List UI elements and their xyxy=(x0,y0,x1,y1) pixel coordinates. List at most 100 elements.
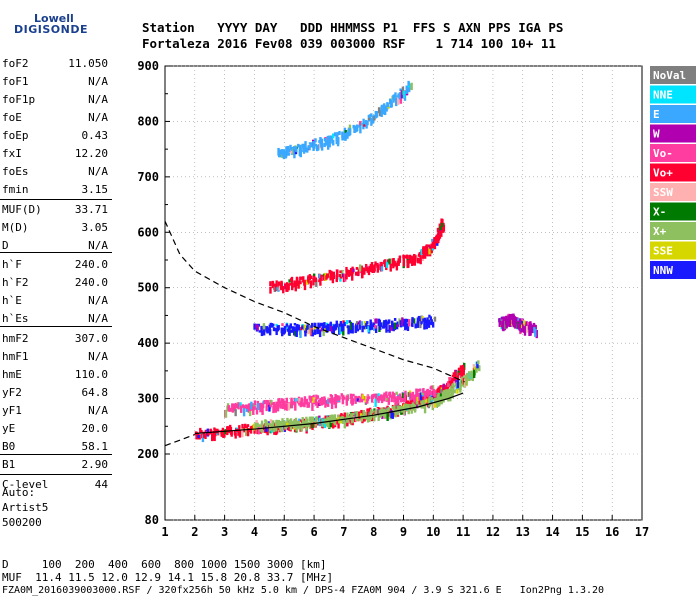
echo-point xyxy=(255,407,259,415)
echo-point xyxy=(291,282,294,291)
echo-point xyxy=(258,424,261,429)
echo-point xyxy=(241,404,245,408)
echo-point xyxy=(452,378,455,381)
param-label: M(D) xyxy=(2,221,29,234)
echo-point xyxy=(323,137,327,142)
echo-point xyxy=(415,254,418,262)
auto-label: Auto: xyxy=(2,486,36,499)
echo-point xyxy=(316,401,319,408)
param-label: foEp xyxy=(2,129,29,142)
echo-point xyxy=(401,317,404,326)
echo-point xyxy=(448,379,452,384)
echo-point xyxy=(295,278,299,287)
echo-point xyxy=(282,327,286,332)
echo-point xyxy=(514,318,517,322)
echo-point xyxy=(402,259,406,267)
echo-point xyxy=(296,400,300,404)
echo-point xyxy=(237,429,240,436)
echo-point xyxy=(280,425,283,431)
echo-point xyxy=(401,397,404,403)
echo-point xyxy=(300,276,303,280)
echo-point xyxy=(430,397,433,401)
echo-point xyxy=(246,427,250,437)
echo-point xyxy=(308,145,311,151)
echo-point xyxy=(349,393,353,400)
echo-point xyxy=(200,430,203,434)
echo-point xyxy=(416,392,419,402)
echo-point xyxy=(472,369,476,379)
echo-point xyxy=(306,147,309,153)
echo-point xyxy=(354,271,358,276)
echo-point xyxy=(418,397,421,405)
legend-swatch xyxy=(650,202,696,221)
echo-point xyxy=(521,321,524,325)
echo-point xyxy=(313,141,316,149)
echo-point xyxy=(523,326,526,333)
echo-point xyxy=(391,412,394,419)
echo-point xyxy=(370,262,374,270)
echo-point xyxy=(431,321,435,328)
echo-point xyxy=(304,419,307,427)
echo-point xyxy=(383,107,387,116)
echo-point xyxy=(307,402,311,408)
echo-point xyxy=(349,267,353,274)
echo-point xyxy=(403,392,406,396)
echo-point xyxy=(329,135,332,144)
echo-point xyxy=(452,386,455,392)
echo-point xyxy=(450,379,454,383)
echo-point xyxy=(290,147,294,151)
echo-point xyxy=(388,319,391,324)
echo-point xyxy=(318,273,321,282)
x-tick-label: 11 xyxy=(456,525,470,539)
echo-point xyxy=(424,398,428,403)
legend-swatch xyxy=(650,261,696,279)
echo-point xyxy=(359,397,362,402)
echo-point xyxy=(451,374,454,378)
echo-point xyxy=(439,386,442,391)
echo-point xyxy=(258,330,261,333)
echo-point xyxy=(253,400,257,406)
echo-point xyxy=(289,144,292,152)
echo-point xyxy=(316,395,320,399)
echo-point xyxy=(285,282,289,285)
echo-point xyxy=(433,239,436,248)
echo-point xyxy=(313,275,316,279)
echo-point xyxy=(377,414,380,422)
echo-point xyxy=(284,153,288,158)
echo-point xyxy=(393,397,396,403)
echo-point xyxy=(341,131,344,138)
echo-point xyxy=(527,322,530,327)
param-row: hmF1 N/A xyxy=(2,350,108,365)
echo-point xyxy=(356,324,360,332)
echo-point xyxy=(317,144,320,151)
echo-point xyxy=(352,268,355,273)
echo-point xyxy=(461,364,465,372)
echo-point xyxy=(396,397,400,404)
echo-point xyxy=(338,326,341,335)
echo-point xyxy=(256,324,259,331)
param-value: 3.05 xyxy=(81,221,109,234)
param-value: 58.1 xyxy=(81,440,109,453)
echo-point xyxy=(380,104,384,108)
echo-point xyxy=(288,325,291,329)
echo-point xyxy=(340,393,343,397)
echo-point xyxy=(271,420,275,427)
echo-point xyxy=(403,407,406,416)
param-value: 20.0 xyxy=(81,422,109,435)
echo-point xyxy=(311,329,315,337)
param-value: N/A xyxy=(88,404,108,417)
echo-point xyxy=(245,404,248,409)
echo-point xyxy=(333,327,337,331)
echo-point xyxy=(385,105,388,112)
echo-point xyxy=(412,403,416,409)
echo-point xyxy=(305,416,308,421)
echo-point xyxy=(388,258,391,265)
echo-point xyxy=(298,418,301,422)
echo-point xyxy=(442,224,446,232)
echo-point xyxy=(283,400,286,405)
legend-swatch xyxy=(650,144,696,162)
echo-point xyxy=(243,405,246,409)
echo-point xyxy=(311,395,314,402)
header-labels: Station YYYY DAY DDD HHMMSS P1 FFS S AXN… xyxy=(142,20,564,35)
echo-point xyxy=(275,401,278,409)
